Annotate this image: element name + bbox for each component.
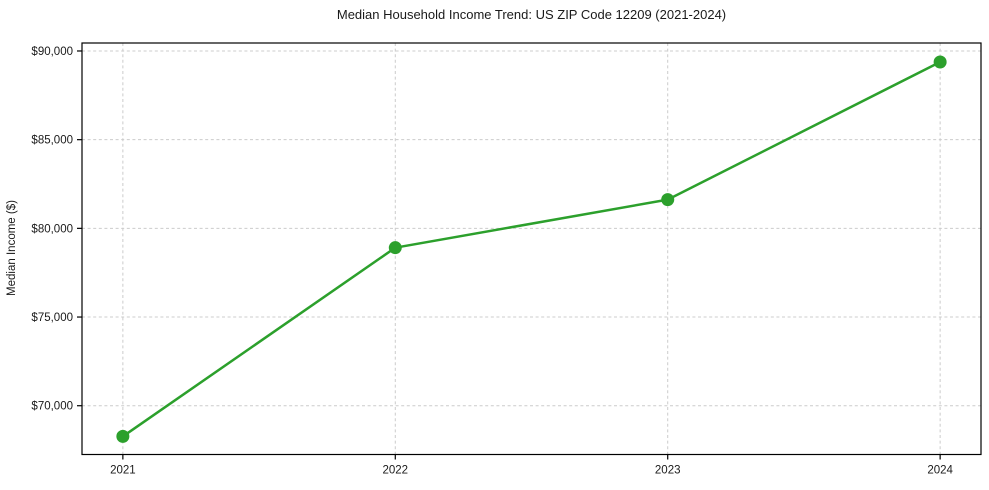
data-point-marker <box>933 55 947 69</box>
data-point-marker <box>116 429 130 443</box>
y-tick-label: $75,000 <box>31 312 73 324</box>
y-tick-label: $70,000 <box>31 401 73 413</box>
data-point-marker <box>388 241 402 255</box>
x-tick-label: 2021 <box>110 465 136 477</box>
x-tick-label: 2022 <box>382 465 408 477</box>
x-tick-label: 2024 <box>927 465 953 477</box>
x-tick-label: 2023 <box>655 465 681 477</box>
plot-frame <box>81 42 982 456</box>
y-tick-label: $85,000 <box>31 135 73 147</box>
y-tick-label: $90,000 <box>31 46 73 58</box>
series-line <box>121 60 942 438</box>
data-point-marker <box>661 193 675 207</box>
chart-title: Median Household Income Trend: US ZIP Co… <box>336 7 727 22</box>
y-tick-label: $80,000 <box>31 223 73 235</box>
